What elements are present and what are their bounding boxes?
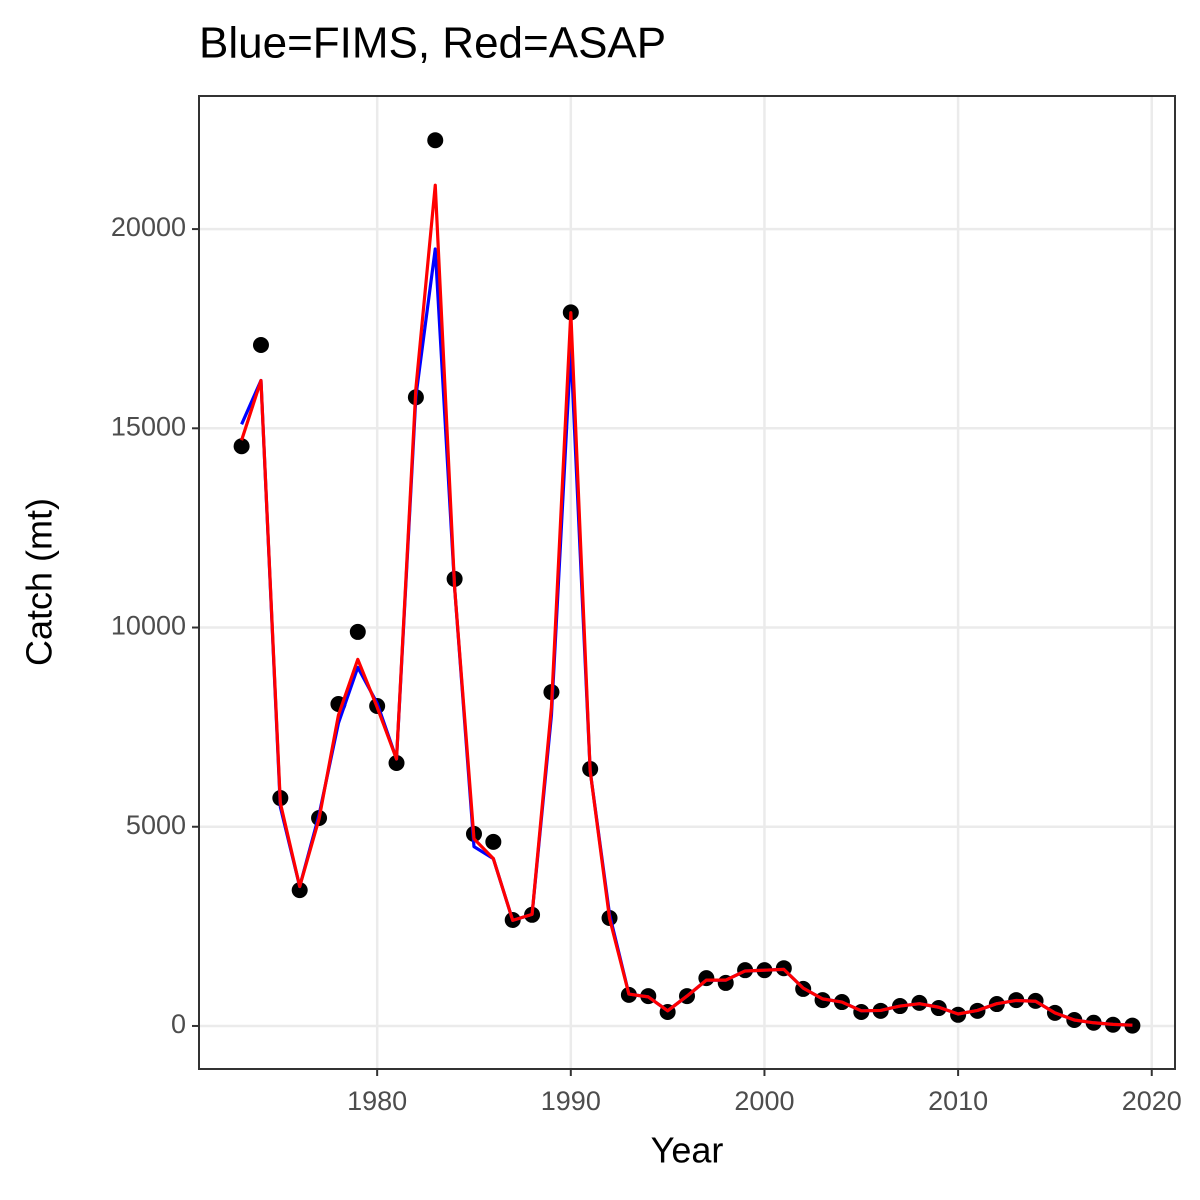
y-tick-label: 0 [171,1009,186,1039]
data-point [1124,1017,1141,1034]
y-tick-label: 15000 [111,411,186,441]
data-point [485,833,502,850]
y-tick-label: 20000 [111,212,186,242]
data-point [291,882,308,899]
y-tick-label: 5000 [126,810,186,840]
x-tick-label: 1990 [541,1086,601,1116]
y-axis-title: Catch (mt) [19,498,60,666]
data-point [388,754,405,771]
plot-border [198,95,1176,1070]
data-point [427,132,444,149]
chart-title: Blue=FIMS, Red=ASAP [199,19,666,68]
x-tick-label: 2020 [1122,1086,1182,1116]
series-line [240,183,1133,1027]
y-tick-label: 10000 [111,611,186,641]
x-tick-label: 1980 [347,1086,407,1116]
data-point [252,337,269,354]
x-tick-label: 2000 [734,1086,794,1116]
data-point [349,623,366,640]
x-tick-label: 2010 [928,1086,988,1116]
data-point [233,438,250,455]
x-axis-title: Year [651,1130,724,1171]
